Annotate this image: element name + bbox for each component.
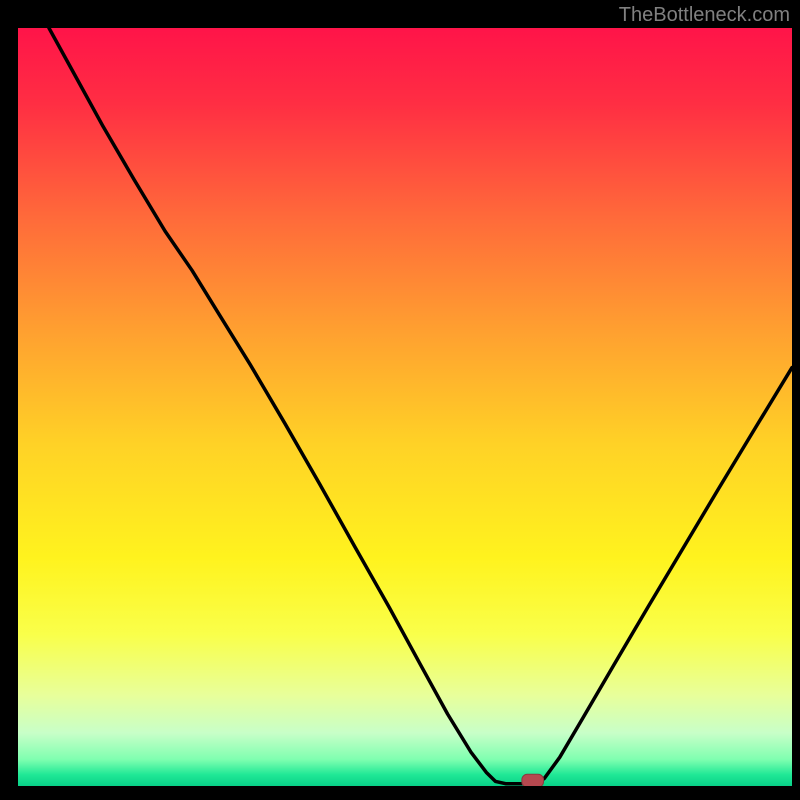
chart-container: TheBottleneck.com — [0, 0, 800, 800]
bottleneck-curve-chart — [18, 28, 792, 786]
gradient-background — [18, 28, 792, 786]
watermark-text: TheBottleneck.com — [619, 4, 790, 27]
plot-area — [18, 28, 792, 786]
optimal-marker — [522, 774, 544, 786]
